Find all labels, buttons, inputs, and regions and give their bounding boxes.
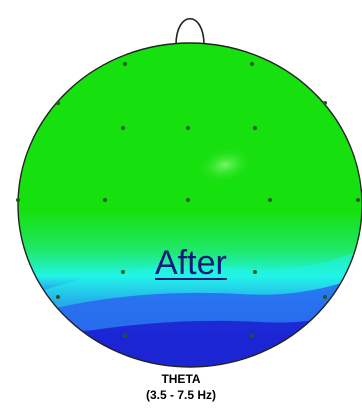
electrode-dot	[56, 295, 60, 299]
electrode-dot	[103, 198, 107, 202]
electrode-dot	[56, 101, 60, 105]
electrode-dot	[123, 334, 127, 338]
electrode-dot	[121, 126, 125, 130]
after-label: After	[155, 244, 227, 282]
scalp-outline	[17, 42, 362, 368]
electrode-grid	[16, 62, 360, 338]
electrode-dot	[186, 126, 190, 130]
electrode-dot	[268, 198, 272, 202]
electrode-dot	[356, 198, 360, 202]
nose-outline	[175, 17, 205, 46]
electrode-dot	[323, 101, 327, 105]
frequency-band-range: (3.5 - 7.5 Hz)	[145, 388, 217, 402]
electrode-dot	[16, 198, 20, 202]
electrode-dot	[323, 295, 327, 299]
electrode-dot	[121, 270, 125, 274]
electrode-dot	[250, 62, 254, 66]
frequency-band-name: THETA	[161, 372, 201, 386]
electrode-dot	[186, 198, 190, 202]
green-hotspot	[195, 146, 255, 184]
electrode-dot	[250, 334, 254, 338]
electrode-dot	[253, 270, 257, 274]
electrode-dot	[253, 126, 257, 130]
electrode-dot	[123, 62, 127, 66]
